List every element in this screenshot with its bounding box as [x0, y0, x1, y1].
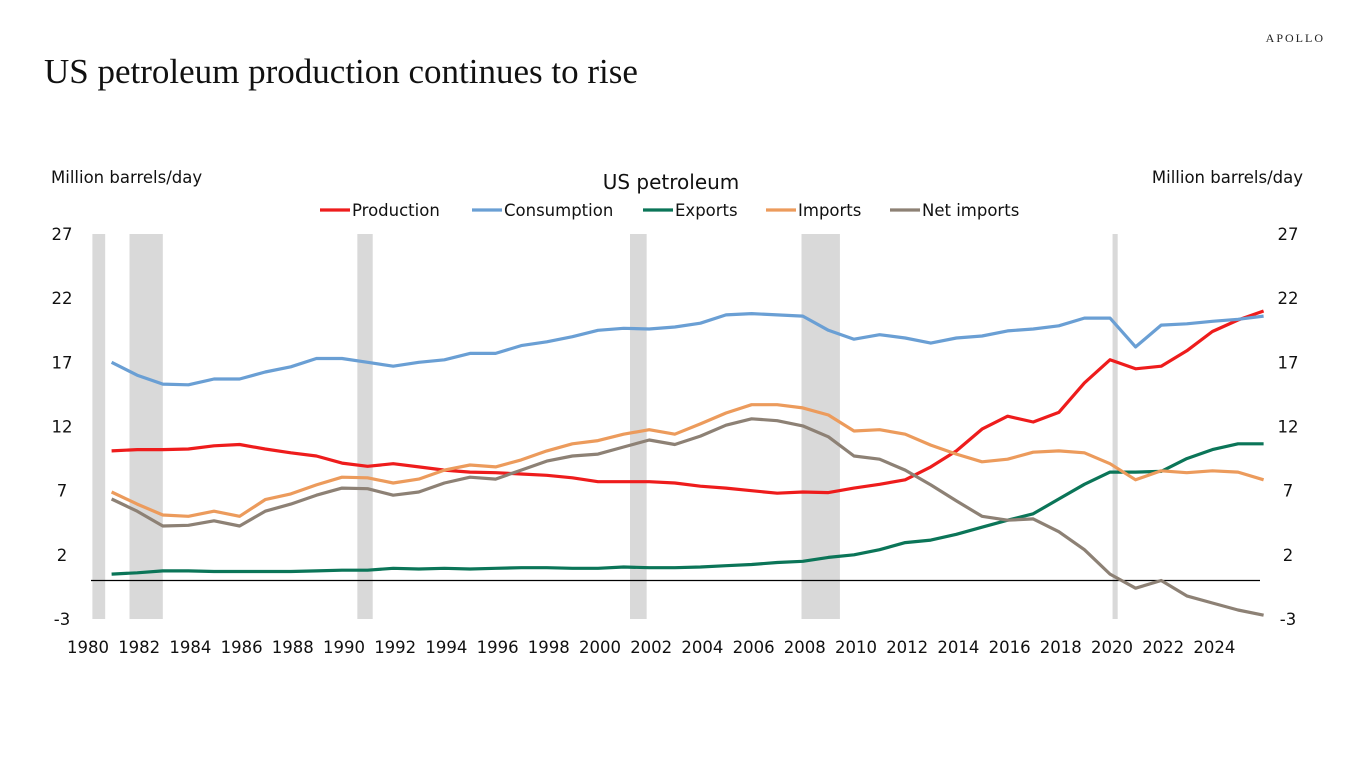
y-tick-label-left: -3 — [54, 610, 70, 629]
y-tick-label-left: 27 — [52, 225, 73, 244]
y-tick-label-right: 22 — [1278, 289, 1299, 308]
x-tick-label: 1980 — [67, 638, 109, 657]
y-tick-label-left: 22 — [52, 289, 73, 308]
x-tick-label: 1996 — [477, 638, 519, 657]
x-tick-label: 1992 — [374, 638, 416, 657]
legend-item: Net imports — [890, 201, 1019, 220]
x-tick-label: 2020 — [1091, 638, 1133, 657]
x-tick-label: 1994 — [425, 638, 467, 657]
x-tick-label: 1988 — [272, 638, 314, 657]
y-axis-label-right: Million barrels/day — [1152, 168, 1303, 187]
y-tick-label-right: 12 — [1278, 418, 1299, 437]
x-tick-label: 1990 — [323, 638, 365, 657]
series-line-consumption — [110, 312, 1264, 387]
x-tick-label: 2004 — [681, 638, 723, 657]
y-tick-label-left: 7 — [57, 482, 68, 501]
y-tick-label-left: 12 — [52, 418, 73, 437]
y-axis-label-left: Million barrels/day — [51, 168, 202, 187]
recession-band — [1112, 234, 1118, 619]
x-tick-label: 2014 — [937, 638, 979, 657]
legend-label: Imports — [798, 201, 861, 220]
x-tick-label: 2012 — [886, 638, 928, 657]
series-line-production — [111, 309, 1265, 495]
recession-band — [92, 234, 106, 619]
legend-item: Imports — [766, 201, 861, 220]
y-tick-label-left: 2 — [57, 546, 68, 565]
x-tick-label: 2010 — [835, 638, 877, 657]
legend-item: Production — [320, 201, 440, 220]
page-title: US petroleum production continues to ris… — [44, 52, 638, 91]
legend-item: Consumption — [472, 201, 613, 220]
legend-item: Exports — [643, 201, 738, 220]
x-tick-label: 2024 — [1193, 638, 1235, 657]
legend-label: Net imports — [922, 201, 1019, 220]
y-tick-label-right: 27 — [1278, 225, 1299, 244]
legend-label: Consumption — [504, 201, 613, 220]
x-tick-label: 1984 — [169, 638, 211, 657]
x-tick-label: 1982 — [118, 638, 160, 657]
x-tick-label: 2018 — [1040, 638, 1082, 657]
y-tick-label-right: -3 — [1280, 610, 1296, 629]
x-tick-label: 2002 — [630, 638, 672, 657]
x-tick-label: 2016 — [989, 638, 1031, 657]
recession-band — [630, 234, 647, 619]
x-tick-label: 1998 — [528, 638, 570, 657]
chart-title: US petroleum — [603, 170, 740, 194]
y-tick-label-left: 17 — [52, 353, 73, 372]
y-tick-label-right: 7 — [1283, 482, 1294, 501]
series-line-imports — [110, 403, 1265, 518]
recession-band — [357, 234, 373, 619]
series-line-net-imports — [110, 417, 1264, 617]
legend-label: Production — [352, 201, 440, 220]
x-tick-label: 2000 — [579, 638, 621, 657]
y-tick-label-right: 17 — [1278, 353, 1299, 372]
apollo-logo: APOLLO — [1265, 31, 1325, 45]
series-line-exports — [111, 442, 1264, 576]
x-tick-label: 2008 — [784, 638, 826, 657]
x-tick-label: 1986 — [221, 638, 263, 657]
x-tick-label: 2006 — [733, 638, 775, 657]
y-tick-label-right: 2 — [1283, 546, 1294, 565]
legend-label: Exports — [675, 201, 738, 220]
x-tick-label: 2022 — [1142, 638, 1184, 657]
recession-band — [129, 234, 163, 619]
